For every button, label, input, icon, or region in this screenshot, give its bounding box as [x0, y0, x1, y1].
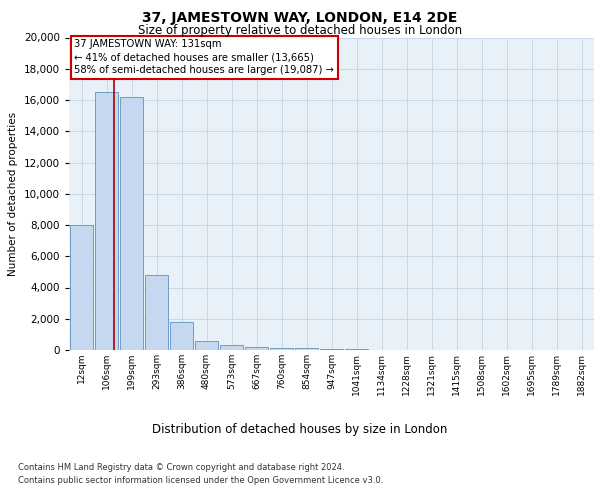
Bar: [344, 349, 368, 350]
Bar: [170, 322, 193, 350]
Text: Contains public sector information licensed under the Open Government Licence v3: Contains public sector information licen…: [18, 476, 383, 485]
Bar: [320, 349, 343, 350]
Bar: [95, 92, 118, 350]
Text: 37 JAMESTOWN WAY: 131sqm
← 41% of detached houses are smaller (13,665)
58% of se: 37 JAMESTOWN WAY: 131sqm ← 41% of detach…: [74, 39, 334, 76]
Bar: [295, 348, 319, 350]
Text: Contains HM Land Registry data © Crown copyright and database right 2024.: Contains HM Land Registry data © Crown c…: [18, 462, 344, 471]
Text: Distribution of detached houses by size in London: Distribution of detached houses by size …: [152, 422, 448, 436]
Bar: [194, 340, 218, 350]
Bar: [70, 225, 94, 350]
Text: Size of property relative to detached houses in London: Size of property relative to detached ho…: [138, 24, 462, 37]
Bar: [119, 97, 143, 350]
Text: 37, JAMESTOWN WAY, LONDON, E14 2DE: 37, JAMESTOWN WAY, LONDON, E14 2DE: [142, 11, 458, 25]
Bar: [269, 348, 293, 350]
Bar: [245, 347, 268, 350]
Bar: [220, 346, 244, 350]
Y-axis label: Number of detached properties: Number of detached properties: [8, 112, 18, 276]
Bar: [145, 275, 169, 350]
